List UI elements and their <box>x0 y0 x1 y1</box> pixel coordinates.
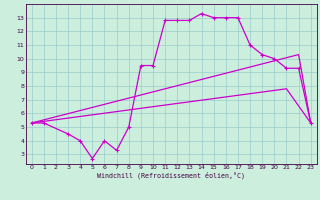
X-axis label: Windchill (Refroidissement éolien,°C): Windchill (Refroidissement éolien,°C) <box>97 172 245 179</box>
